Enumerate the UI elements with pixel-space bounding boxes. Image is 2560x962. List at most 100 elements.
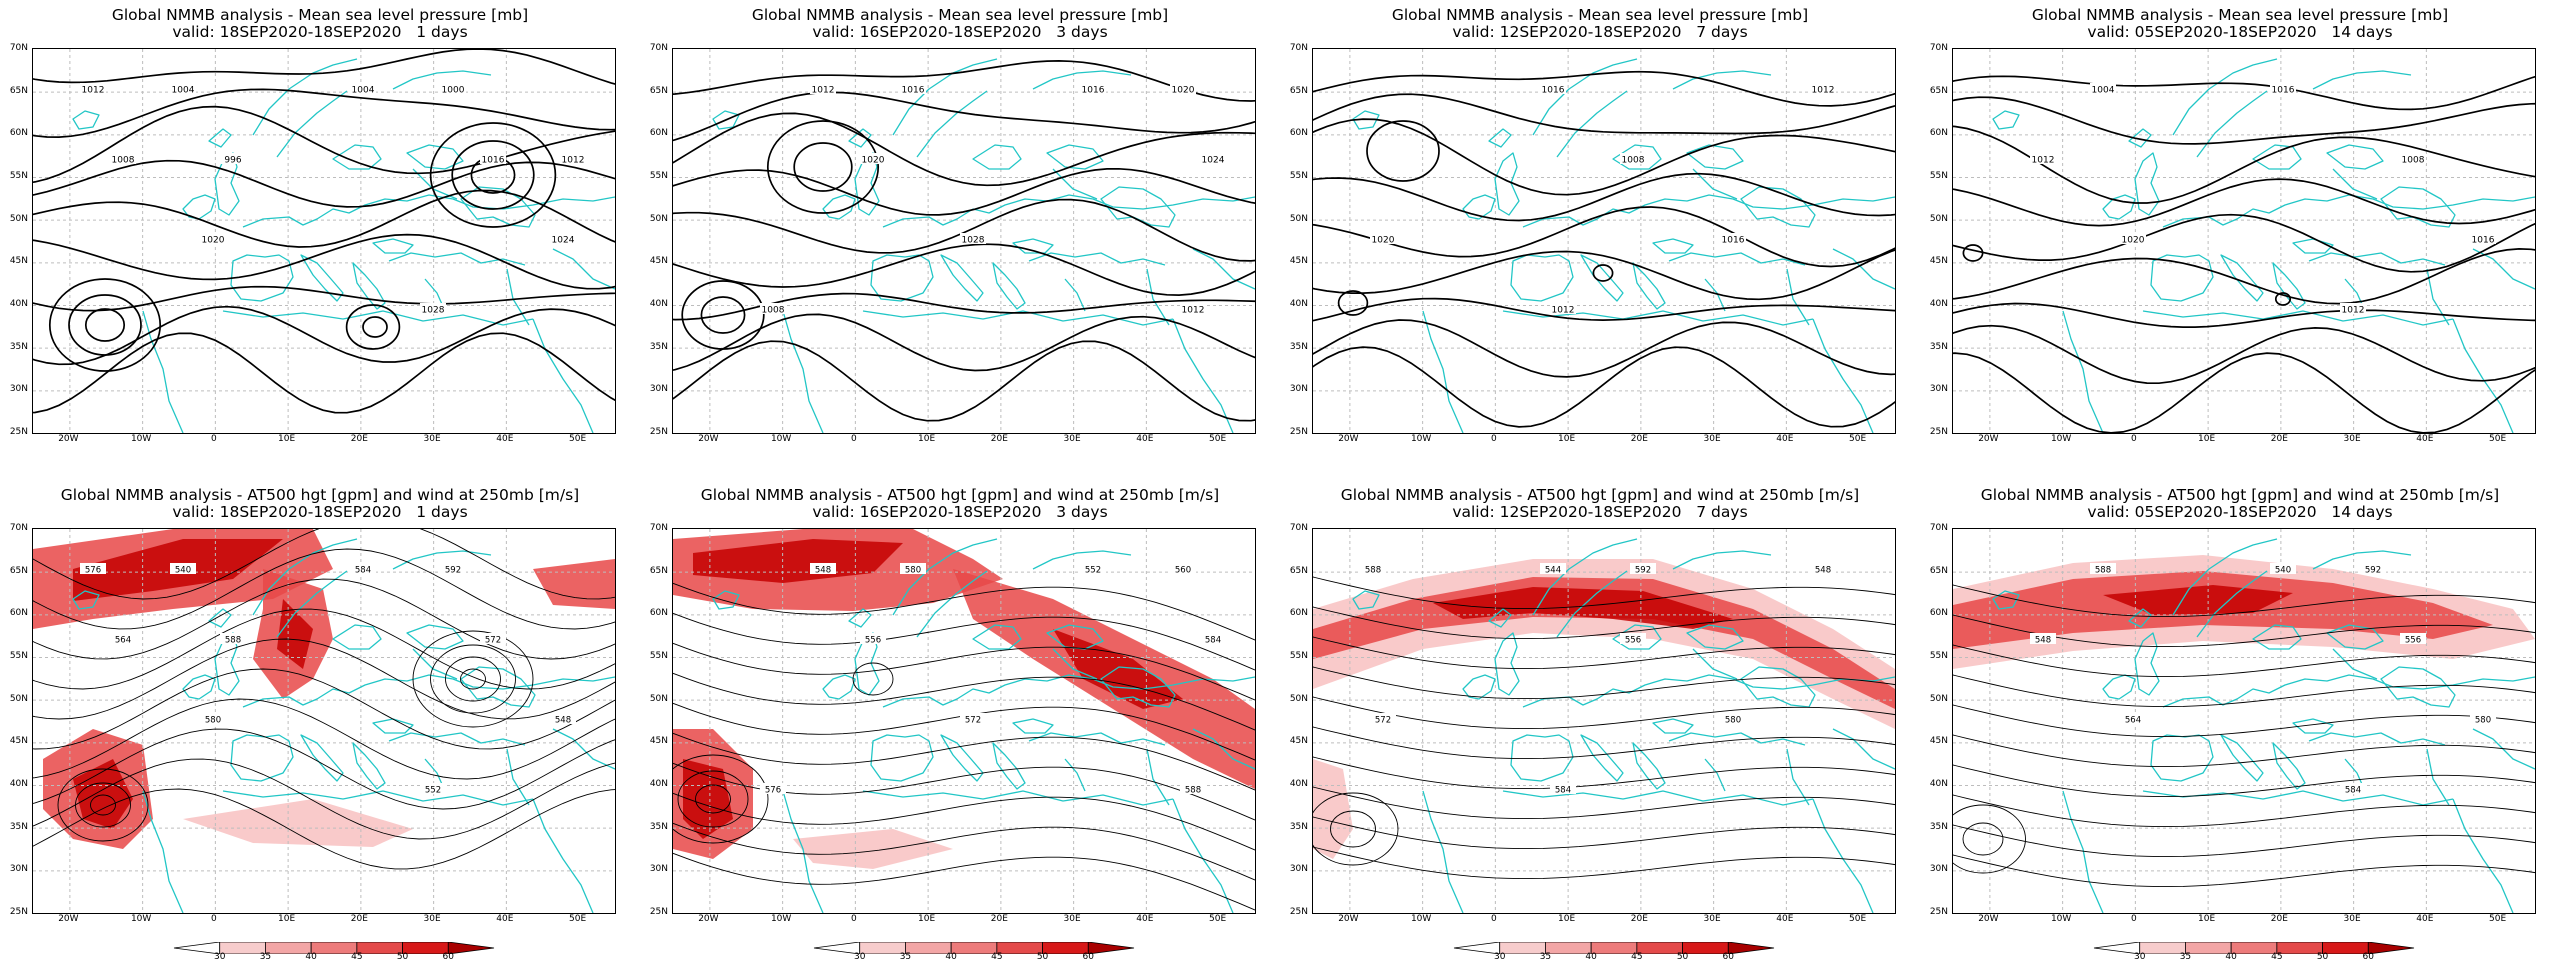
colorbar [2093, 942, 2415, 954]
map-panel: Global NMMB analysis - AT500 hgt [gpm] a… [0, 480, 640, 960]
contour-label: 1020 [862, 156, 885, 166]
coastlines [712, 58, 1255, 433]
lon-tick-label: 30E [2343, 914, 2361, 924]
lon-tick-label: 20W [1978, 434, 1999, 444]
isolines [33, 529, 615, 870]
lat-tick-label: 45N [1289, 736, 1308, 747]
lat-tick-label: 70N [649, 43, 668, 53]
lon-tick-label: 40E [2416, 434, 2434, 444]
contour-label: 1020 [202, 236, 225, 246]
contour-label: 592 [1635, 566, 1651, 576]
lat-tick-label: 45N [1929, 736, 1948, 747]
colorbar-segment [1682, 942, 1729, 954]
map-area: 1016 1012 1008 1020 1016 1012 1004 [1952, 48, 2536, 434]
lat-tick-label: 60N [9, 608, 28, 619]
isolines [673, 582, 1255, 911]
lat-tick-label: 50N [9, 213, 28, 224]
lat-tick-label: 55N [1289, 171, 1308, 181]
lon-tick-label: 20W [698, 914, 719, 924]
lat-tick-label: 40N [1929, 299, 1948, 309]
lat-tick-label: 45N [9, 736, 28, 747]
colorbar-segment [2367, 942, 2415, 954]
panel-valid-period: valid: 16SEP2020-18SEP2020 3 days [812, 23, 1108, 41]
contour-label: 1012 [82, 86, 105, 96]
lat-tick-label: 30N [649, 864, 668, 875]
contour-label: 548 [815, 566, 831, 576]
contour-label: 572 [1375, 716, 1391, 726]
lat-tick-label: 60N [649, 128, 668, 139]
panel-title: Global NMMB analysis - Mean sea level pr… [751, 6, 1169, 24]
lat-tick-label: 50N [649, 213, 668, 224]
contour-label: 560 [1175, 566, 1191, 576]
lon-tick-label: 50E [1849, 434, 1867, 444]
lat-tick-label: 25N [9, 427, 28, 437]
map-panel: Global NMMB analysis - Mean sea level pr… [0, 0, 640, 480]
contour-label: 1016 [1542, 86, 1565, 96]
colorbar-segment [2230, 942, 2278, 954]
contour-label: 580 [905, 566, 921, 576]
coastlines [1992, 58, 2535, 433]
contour-label: 1024 [1202, 156, 1225, 166]
lat-tick-label: 25N [649, 427, 668, 437]
contour-label: 1020 [1372, 236, 1395, 246]
lat-tick-label: 30N [1929, 384, 1948, 395]
lat-tick-label: 30N [1289, 384, 1308, 395]
colorbar-segment [1499, 942, 1546, 954]
lon-tick-label: 10W [1410, 434, 1432, 444]
contour-labels: 1016 1012 1008 1020 1016 1012 1004 [2030, 83, 2496, 316]
contour-label: 1016 [902, 86, 925, 96]
lat-tick-label: 35N [1289, 821, 1308, 832]
lat-tick-label: 70N [1929, 523, 1948, 533]
lat-tick-label: 45N [649, 736, 668, 747]
contour-label: 564 [115, 636, 131, 646]
contour-label: 1012 [562, 156, 585, 166]
lat-tick-label: 65N [649, 85, 668, 96]
lon-tick-label: 0 [211, 434, 217, 444]
lat-tick-label: 35N [9, 341, 28, 352]
map-svg: 540 548 556 564 580 584 588 592 [1953, 529, 2535, 913]
colorbar-segment [402, 942, 449, 954]
colorbar-tick-label: 50 [1676, 952, 1689, 962]
graticule [1313, 49, 1895, 433]
contour-labels: 540 548 556 564 580 584 588 592 [2030, 563, 2496, 796]
lat-tick-label: 45N [9, 256, 28, 267]
isolines [1953, 75, 2535, 433]
contour-label: 1012 [812, 86, 835, 96]
contour-label: 1004 [172, 86, 195, 96]
colorbar-tick-label: 45 [991, 952, 1003, 962]
lat-tick-label: 40N [1929, 779, 1948, 789]
lon-tick-label: 40E [1136, 434, 1154, 444]
lon-tick-label: 30E [1703, 914, 1721, 924]
lat-tick-label: 65N [1289, 565, 1308, 576]
lat-tick-label: 60N [1289, 608, 1308, 619]
colorbar-tick-label: 50 [396, 952, 409, 962]
lon-tick-label: 20E [2270, 914, 2288, 924]
lat-tick-label: 40N [1289, 299, 1308, 309]
lat-tick-label: 45N [1929, 256, 1948, 267]
map-svg: 1012 1016 1020 1024 1028 1008 1012 1016 1020 [673, 49, 1255, 433]
lon-tick-label: 50E [2489, 914, 2507, 924]
graticule [33, 529, 615, 913]
contour-labels: 1012 1004 1008 1016 1020 1024 1028 1004 1000 996 1… [80, 83, 586, 316]
contour-label: 1020 [1172, 86, 1195, 96]
contour-label: 540 [175, 566, 191, 576]
panel-title: Global NMMB analysis - AT500 hgt [gpm] a… [700, 486, 1220, 504]
lon-tick-label: 0 [851, 434, 857, 444]
colorbar-tick-label: 50 [2316, 952, 2329, 962]
map-panel: Global NMMB analysis - AT500 hgt [gpm] a… [640, 480, 1280, 960]
lon-tick-label: 20E [1630, 434, 1648, 444]
contour-label: 584 [1555, 786, 1571, 796]
contour-label: 588 [1185, 786, 1201, 796]
lat-tick-label: 70N [1289, 523, 1308, 533]
colorbar-segment [2139, 942, 2186, 954]
lat-tick-label: 55N [9, 171, 28, 181]
lon-tick-label: 10E [278, 914, 296, 924]
colorbar [173, 942, 495, 954]
map-area: 1012 1004 1008 1016 1020 1024 1028 1004 1000 996 1… [32, 48, 616, 434]
lon-tick-label: 20E [1630, 914, 1648, 924]
lat-tick-label: 60N [1289, 128, 1308, 139]
coastlines [1352, 58, 1895, 433]
colorbar [813, 942, 1135, 954]
lat-tick-label: 35N [1929, 821, 1948, 832]
lat-tick-label: 60N [1929, 128, 1948, 139]
